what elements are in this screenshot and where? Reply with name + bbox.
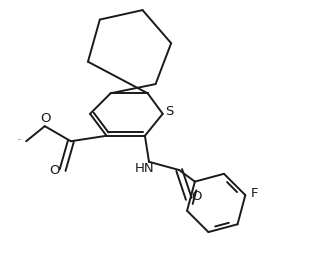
Text: S: S <box>165 105 174 117</box>
Text: HN: HN <box>134 162 154 175</box>
Text: O: O <box>40 112 51 125</box>
Text: F: F <box>250 187 258 200</box>
Text: methyl: methyl <box>18 139 23 140</box>
Text: O: O <box>49 163 60 176</box>
Text: O: O <box>191 189 202 202</box>
